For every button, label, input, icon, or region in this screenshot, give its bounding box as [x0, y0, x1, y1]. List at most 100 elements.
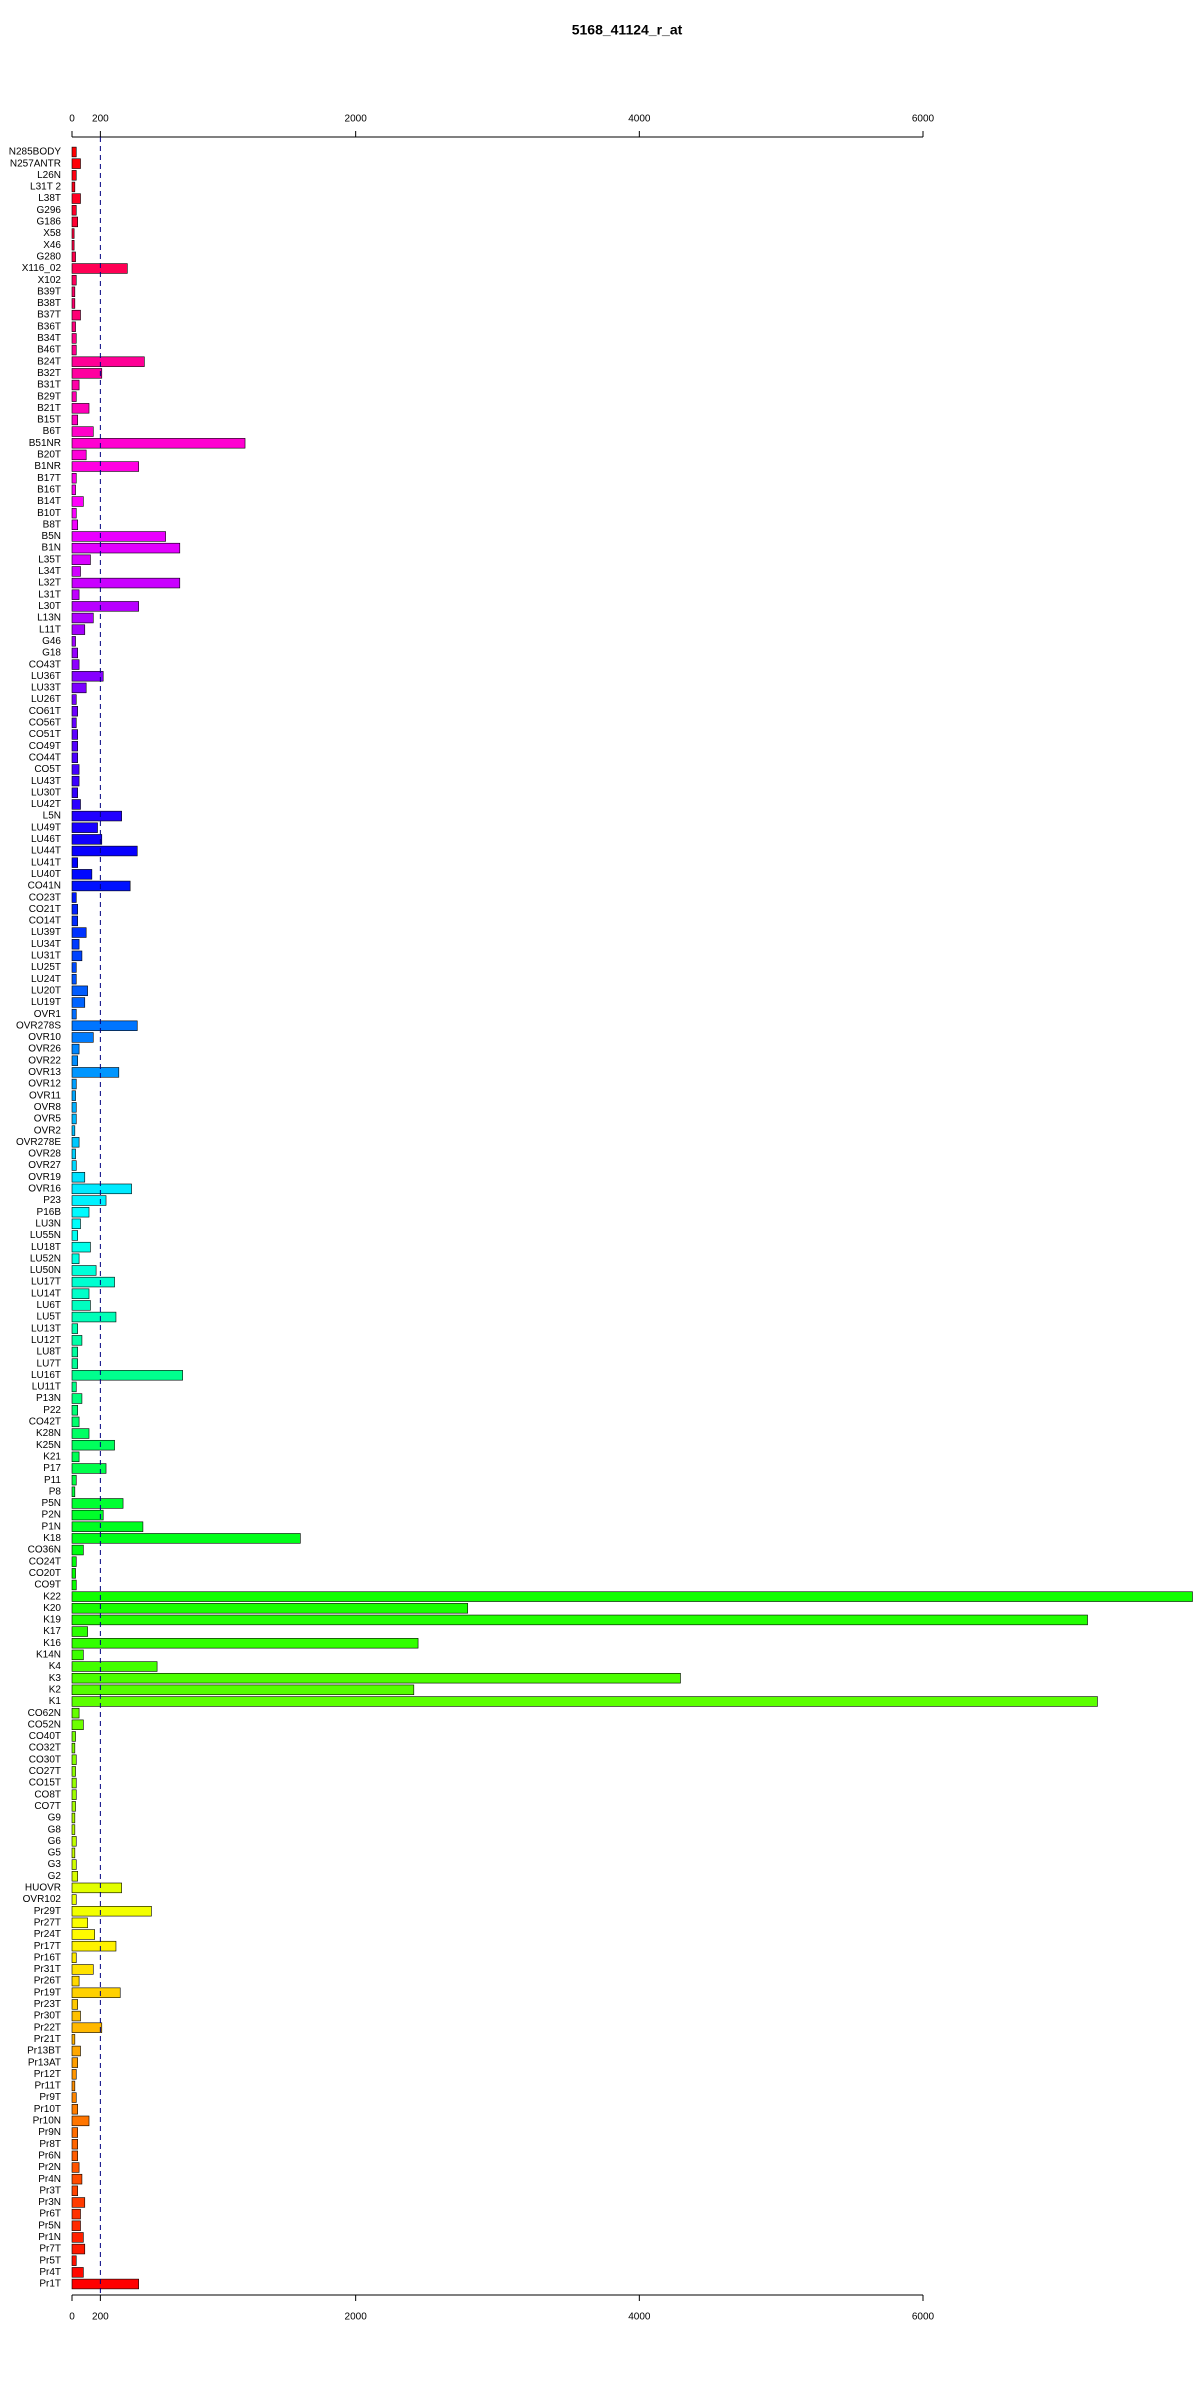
bar — [71, 740, 78, 752]
y-tick-label: K3 — [49, 1673, 62, 1684]
bar — [71, 1311, 117, 1323]
bar — [71, 1381, 77, 1393]
y-tick-label: Pr4T — [39, 2267, 61, 2278]
y-tick-label: OVR10 — [28, 1032, 61, 1043]
bar — [71, 775, 80, 787]
y-tick-label: P23 — [43, 1195, 61, 1206]
y-tick-label: X116_02 — [22, 263, 62, 274]
bar — [71, 1579, 77, 1591]
bar — [71, 1230, 78, 1241]
bar — [71, 438, 246, 449]
bar — [71, 2104, 78, 2115]
y-tick-label: CO14T — [29, 916, 61, 927]
bar — [71, 181, 76, 193]
y-tick-label: B20T — [37, 450, 61, 461]
bar — [71, 927, 87, 938]
y-tick-label: B46T — [37, 345, 61, 356]
y-tick-label: Pr22T — [34, 2022, 61, 2033]
x-tick-label: 4000 — [628, 2312, 651, 2323]
bar — [71, 1195, 107, 1206]
y-tick-label: LU25T — [31, 962, 61, 973]
bar — [71, 263, 128, 274]
y-tick-label: Pr30T — [34, 2011, 61, 2022]
bar — [71, 2185, 78, 2196]
bar — [71, 612, 94, 624]
y-tick-label: CO52N — [28, 1719, 61, 1730]
bar — [71, 577, 181, 589]
bar — [71, 473, 77, 484]
bar — [71, 939, 80, 950]
bar — [71, 1265, 97, 1276]
bar — [71, 1125, 76, 1136]
y-tick-label: K2 — [49, 1684, 62, 1695]
bar — [71, 1253, 80, 1264]
y-tick-label: LU6T — [37, 1300, 61, 1311]
y-tick-label: X58 — [43, 228, 61, 239]
y-tick-label: K19 — [43, 1615, 61, 1626]
y-tick-label: L26N — [37, 170, 61, 181]
y-tick-label: LU30T — [31, 787, 61, 798]
x-tick-label: 0 — [69, 2312, 75, 2323]
bar — [71, 1836, 77, 1847]
bar — [71, 1113, 77, 1125]
y-tick-label: G280 — [37, 251, 62, 262]
y-tick-label: G296 — [37, 205, 62, 216]
bar — [71, 2139, 78, 2150]
bar — [71, 1871, 78, 1882]
y-tick-label: LU8T — [37, 1347, 61, 1358]
y-tick-label: K20 — [43, 1603, 61, 1614]
y-tick-label: LU5T — [37, 1312, 61, 1323]
y-tick-label: K1 — [49, 1696, 62, 1707]
bar — [71, 566, 81, 577]
bar — [71, 146, 77, 158]
bar — [71, 834, 103, 845]
y-tick-label: LU39T — [31, 927, 61, 938]
bar — [71, 1102, 77, 1113]
y-tick-label: CO32T — [29, 1743, 61, 1754]
y-tick-label: LU44T — [31, 846, 61, 857]
bar — [71, 1241, 91, 1253]
y-tick-label: G9 — [48, 1813, 62, 1824]
y-tick-label: B1NR — [34, 461, 61, 472]
y-tick-label: Pr27T — [34, 1917, 61, 1928]
y-tick-label: LU11T — [32, 1382, 61, 1393]
bar — [71, 1020, 138, 1031]
y-tick-label: L11T — [39, 624, 61, 635]
y-tick-label: LU18T — [31, 1242, 61, 1253]
bar — [71, 659, 80, 670]
y-tick-label: Pr1T — [39, 2279, 61, 2290]
y-tick-label: G18 — [42, 648, 61, 659]
bar — [71, 1300, 91, 1311]
bar — [71, 1964, 94, 1975]
bar — [71, 1789, 77, 1800]
bar — [71, 1684, 415, 1696]
bar — [71, 2278, 139, 2290]
bar — [71, 1952, 77, 1963]
bar — [71, 1533, 301, 1544]
y-tick-label: Pr10T — [34, 2104, 61, 2115]
y-tick-label: K18 — [43, 1533, 61, 1544]
y-tick-label: OVR16 — [28, 1184, 61, 1195]
y-tick-label: G5 — [48, 1848, 62, 1859]
bar — [71, 1672, 681, 1684]
bar — [71, 426, 94, 437]
y-tick-label: B39T — [37, 286, 61, 297]
x-tick-label: 2000 — [345, 114, 368, 125]
y-tick-label: OVR12 — [28, 1079, 61, 1090]
y-tick-label: L31T — [38, 589, 61, 600]
y-tick-label: L31T 2 — [30, 182, 61, 193]
bar — [71, 2220, 81, 2231]
y-tick-label: CO56T — [29, 718, 61, 729]
bar — [71, 1882, 122, 1894]
bar — [71, 484, 76, 496]
y-tick-label: LU46T — [31, 834, 61, 845]
bar — [71, 1812, 76, 1824]
bar — [71, 1067, 120, 1078]
y-tick-label: L38T — [38, 193, 61, 204]
y-tick-label: OVR278E — [16, 1137, 61, 1148]
bar — [71, 1917, 88, 1929]
y-tick-label: N257ANTR — [10, 158, 61, 169]
bar — [71, 216, 78, 228]
y-tick-label: CO40T — [29, 1731, 61, 1742]
